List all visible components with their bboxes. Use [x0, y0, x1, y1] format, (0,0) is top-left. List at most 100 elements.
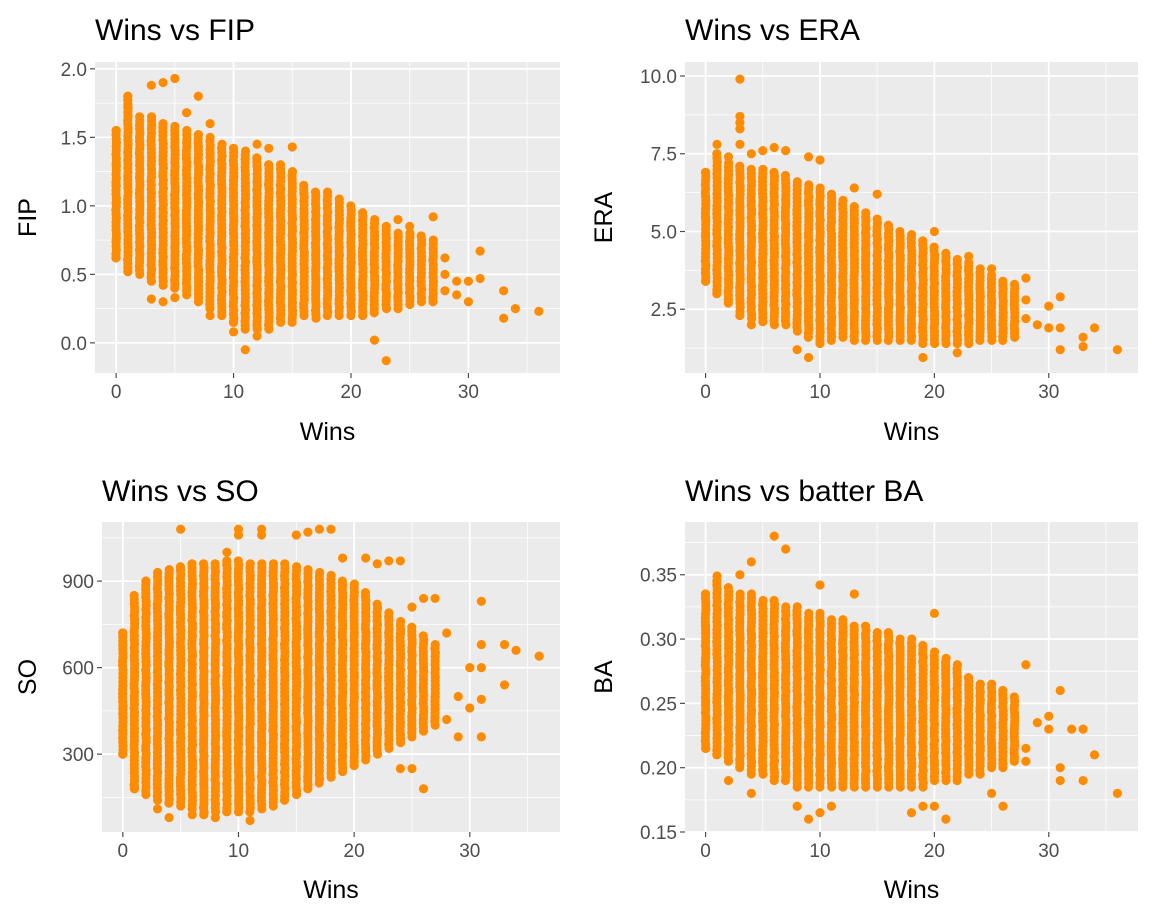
data-point [118, 639, 128, 650]
data-point [1009, 756, 1019, 766]
data-point [217, 310, 227, 321]
y-tick-label: 5.0 [651, 222, 677, 243]
x-axis-title: Wins [300, 418, 356, 446]
x-tick-label: 30 [1038, 841, 1059, 862]
data-point [723, 295, 734, 305]
scatter-points [111, 73, 544, 366]
x-tick-label: 10 [223, 382, 244, 403]
data-point [440, 253, 450, 263]
data-point [476, 732, 486, 742]
data-point [228, 327, 239, 337]
data-point [322, 310, 332, 321]
data-point [872, 782, 882, 792]
data-point [430, 720, 440, 730]
data-point [465, 703, 475, 713]
data-point [416, 297, 427, 307]
x-tick-label: 20 [924, 382, 945, 403]
y-tick-label: 300 [62, 745, 94, 766]
data-point [1055, 323, 1065, 333]
data-point [193, 297, 204, 307]
data-point [1089, 750, 1100, 760]
data-point [233, 807, 244, 817]
data-point [792, 801, 802, 811]
x-tick-label: 20 [924, 841, 945, 862]
data-point [1021, 743, 1031, 753]
data-point [476, 639, 486, 650]
x-axis-title: Wins [884, 876, 940, 904]
x-tick-label: 20 [340, 382, 361, 403]
data-point [918, 782, 928, 792]
data-point [129, 781, 139, 791]
data-point [815, 155, 825, 165]
data-point [170, 73, 180, 84]
data-point [1044, 323, 1054, 333]
data-point [941, 338, 951, 349]
data-point [146, 80, 156, 90]
data-point [1044, 711, 1054, 721]
scatter-points [700, 74, 1123, 363]
data-point [314, 524, 325, 534]
y-tick-label: 1.5 [61, 128, 87, 149]
data-point [111, 235, 121, 245]
y-tick-label: 0.25 [640, 694, 677, 715]
data-point [361, 553, 371, 563]
data-point [463, 297, 474, 307]
data-point [245, 807, 255, 817]
data-point [303, 784, 313, 794]
data-point [1055, 345, 1065, 355]
data-point [118, 703, 128, 713]
data-point [384, 743, 394, 753]
data-point [123, 91, 133, 101]
data-point [205, 304, 215, 314]
y-axis-title: FIP [14, 198, 42, 237]
data-point [849, 589, 859, 599]
data-point [228, 317, 239, 327]
data-point [792, 782, 802, 792]
data-point [1021, 273, 1031, 283]
data-point [723, 152, 734, 162]
data-point [123, 267, 133, 277]
data-point [337, 553, 348, 563]
data-point [1078, 341, 1088, 352]
data-point [187, 810, 197, 820]
data-point [746, 788, 756, 799]
data-point [430, 593, 440, 604]
data-point [952, 348, 962, 358]
data-point [418, 593, 429, 604]
data-point [453, 691, 463, 702]
x-tick-label: 30 [459, 841, 480, 862]
data-point [700, 276, 711, 286]
data-point [369, 308, 379, 318]
data-point [1112, 788, 1123, 799]
data-point [1021, 660, 1031, 670]
data-point [111, 125, 121, 136]
axis-ticks: 0 10 20 302.55.07.510.0 [640, 67, 1059, 403]
x-tick-label: 30 [458, 382, 479, 403]
data-point [769, 320, 780, 330]
x-axis-title: Wins [884, 418, 940, 446]
data-point [700, 621, 711, 631]
axis-ticks: 0 10 20 300.150.200.250.300.35 [640, 566, 1059, 862]
data-point [476, 694, 486, 704]
data-point [746, 320, 756, 330]
data-point [499, 639, 510, 650]
data-point [407, 763, 417, 774]
data-point [906, 808, 917, 818]
data-point [111, 198, 121, 208]
scatter-points [117, 524, 544, 826]
data-point [712, 750, 722, 760]
data-point [158, 77, 168, 88]
data-point [405, 221, 415, 232]
chart-title: Wins vs FIP [95, 14, 255, 47]
data-point [1055, 775, 1065, 786]
data-point [815, 580, 825, 590]
data-point [111, 253, 121, 263]
chart-panel-fip: Wins vs FIP 0 10 20 300.00.51.01.52.0 Wins … [14, 14, 560, 446]
data-point [118, 749, 128, 759]
data-point [975, 335, 985, 345]
x-tick-label: 0 [700, 382, 711, 403]
data-point [511, 645, 521, 655]
data-point [1032, 718, 1042, 728]
data-point [349, 761, 359, 771]
